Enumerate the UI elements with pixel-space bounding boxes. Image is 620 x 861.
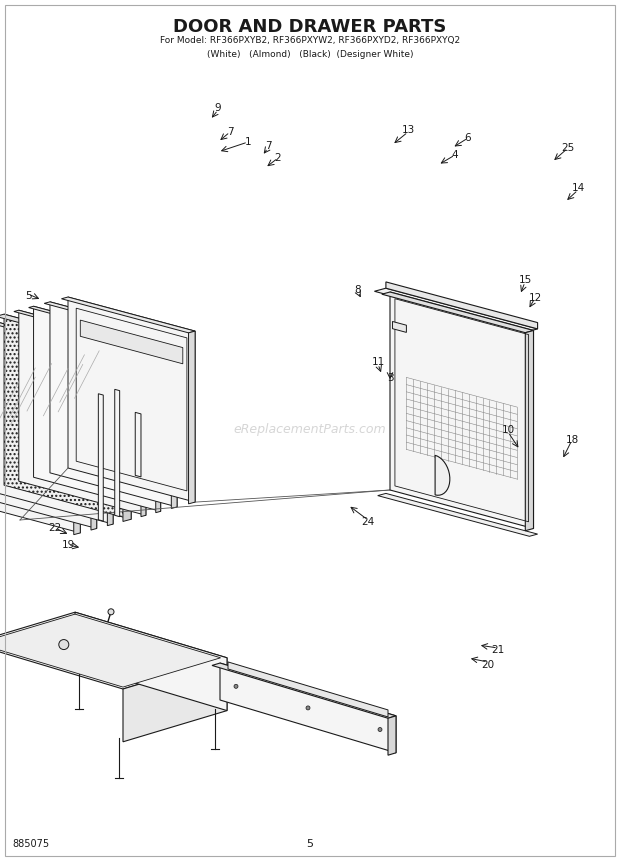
Circle shape xyxy=(234,684,238,688)
Polygon shape xyxy=(378,493,538,536)
Text: 6: 6 xyxy=(464,133,471,143)
Text: DOOR AND DRAWER PARTS: DOOR AND DRAWER PARTS xyxy=(174,18,446,36)
Polygon shape xyxy=(91,357,97,530)
Text: 7: 7 xyxy=(265,141,272,151)
Polygon shape xyxy=(0,612,227,689)
Polygon shape xyxy=(374,288,538,332)
Text: 11: 11 xyxy=(371,357,384,367)
Polygon shape xyxy=(388,715,396,755)
Polygon shape xyxy=(75,612,227,710)
Circle shape xyxy=(59,640,69,649)
Polygon shape xyxy=(99,393,104,521)
Text: 12: 12 xyxy=(528,293,542,303)
Text: 20: 20 xyxy=(482,660,495,670)
Polygon shape xyxy=(392,321,406,332)
Text: 13: 13 xyxy=(401,125,415,135)
Polygon shape xyxy=(19,310,146,515)
Polygon shape xyxy=(14,310,146,345)
Polygon shape xyxy=(123,348,131,522)
Text: eReplacementParts.com: eReplacementParts.com xyxy=(234,424,386,437)
Circle shape xyxy=(108,609,114,615)
Polygon shape xyxy=(0,319,113,524)
Polygon shape xyxy=(135,412,141,477)
Text: 21: 21 xyxy=(492,645,505,655)
Text: 7: 7 xyxy=(227,127,233,137)
Text: (White)   (Almond)   (Black)  (Designer White): (White) (Almond) (Black) (Designer White… xyxy=(206,50,414,59)
Polygon shape xyxy=(386,282,538,329)
Polygon shape xyxy=(68,297,195,502)
Text: 25: 25 xyxy=(561,143,575,153)
Polygon shape xyxy=(74,362,81,535)
Text: 4: 4 xyxy=(452,150,458,160)
Polygon shape xyxy=(212,663,396,718)
Text: For Model: RF366PXYB2, RF366PXYW2, RF366PXYD2, RF366PXYQ2: For Model: RF366PXYB2, RF366PXYW2, RF366… xyxy=(160,36,460,45)
Text: 5: 5 xyxy=(25,291,32,301)
Text: 2: 2 xyxy=(275,153,281,163)
Polygon shape xyxy=(0,319,113,355)
Polygon shape xyxy=(0,324,97,359)
Polygon shape xyxy=(141,344,146,517)
Polygon shape xyxy=(525,331,533,530)
Text: 18: 18 xyxy=(565,435,578,445)
Polygon shape xyxy=(29,307,161,342)
Circle shape xyxy=(306,706,310,710)
Text: 22: 22 xyxy=(48,523,61,533)
Text: 19: 19 xyxy=(61,540,74,550)
Polygon shape xyxy=(435,455,449,495)
Polygon shape xyxy=(0,614,221,687)
Polygon shape xyxy=(390,292,533,529)
Polygon shape xyxy=(4,314,131,519)
Polygon shape xyxy=(0,314,131,350)
Text: 24: 24 xyxy=(361,517,374,527)
Polygon shape xyxy=(33,307,161,511)
Polygon shape xyxy=(44,302,177,338)
Polygon shape xyxy=(115,389,120,517)
Polygon shape xyxy=(0,328,81,533)
Text: 5: 5 xyxy=(306,839,314,849)
Polygon shape xyxy=(156,340,161,512)
Text: 9: 9 xyxy=(215,103,221,113)
Polygon shape xyxy=(61,297,195,333)
Text: 14: 14 xyxy=(572,183,585,193)
Text: 885075: 885075 xyxy=(12,839,49,849)
Polygon shape xyxy=(382,292,533,332)
Text: 15: 15 xyxy=(518,275,531,285)
Polygon shape xyxy=(81,320,183,364)
Text: 1: 1 xyxy=(245,137,251,147)
Polygon shape xyxy=(0,324,97,529)
Text: 3: 3 xyxy=(387,373,393,383)
Text: 8: 8 xyxy=(355,285,361,295)
Polygon shape xyxy=(228,662,388,717)
Polygon shape xyxy=(0,328,81,363)
Polygon shape xyxy=(171,336,177,509)
Polygon shape xyxy=(220,663,396,753)
Text: 10: 10 xyxy=(502,425,515,435)
Polygon shape xyxy=(123,658,227,742)
Polygon shape xyxy=(107,353,113,525)
Polygon shape xyxy=(50,302,177,507)
Polygon shape xyxy=(188,331,195,504)
Circle shape xyxy=(378,728,382,732)
